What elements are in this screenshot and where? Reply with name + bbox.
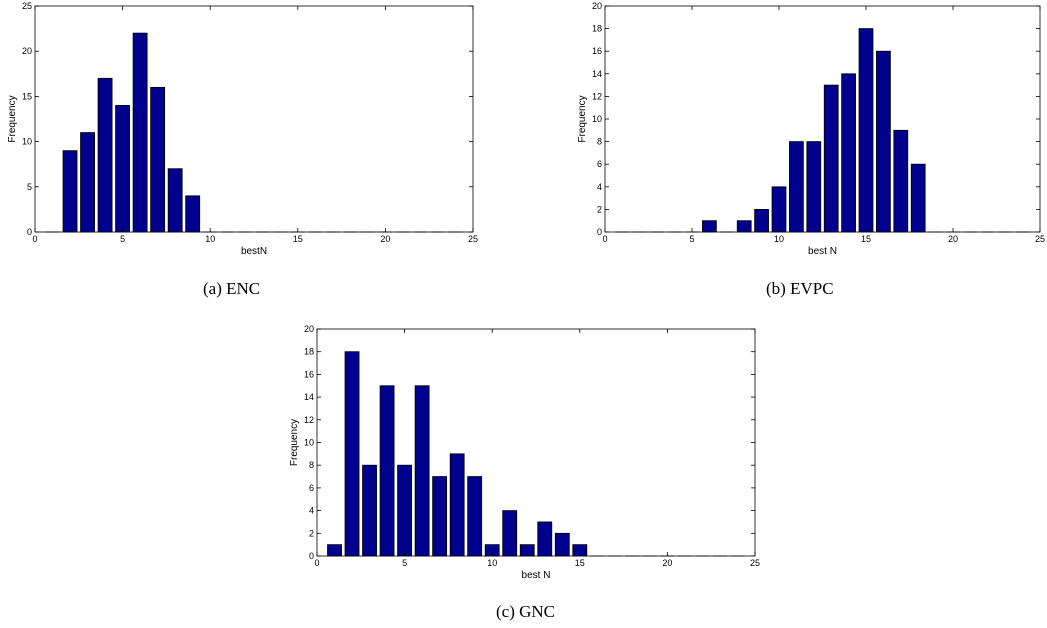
enc-bar <box>115 105 131 233</box>
evpc-bar <box>736 220 752 233</box>
gnc-y-tick-label: 0 <box>309 551 314 561</box>
evpc-y-tick-label: 4 <box>597 182 602 192</box>
gnc-x-axis-label: best N <box>522 570 551 581</box>
enc-bar <box>97 77 113 233</box>
evpc-bar <box>876 50 891 233</box>
enc-y-tick-label: 20 <box>22 46 32 56</box>
caption-enc: (a) ENC <box>203 279 261 298</box>
gnc-bar <box>414 385 430 557</box>
enc-y-tick-label: 15 <box>22 91 32 101</box>
gnc-y-tick-label: 6 <box>309 483 314 493</box>
evpc-y-tick-label: 18 <box>592 24 602 34</box>
evpc-y-tick-label: 0 <box>597 227 602 237</box>
evpc-x-axis-label: best N <box>808 246 837 257</box>
evpc-y-tick-label: 12 <box>592 91 602 101</box>
evpc-y-tick-label: 2 <box>597 204 602 214</box>
gnc-y-axis-label: Frequency <box>289 419 300 466</box>
enc-y-tick-label: 10 <box>22 137 32 147</box>
gnc-y-tick-label: 4 <box>309 506 314 516</box>
gnc-y-tick-label: 20 <box>304 324 314 334</box>
evpc-bar <box>858 28 874 233</box>
enc-x-axis-label: bestN <box>241 246 267 257</box>
evpc-x-tick-label: 10 <box>774 234 784 244</box>
histogram-evpc: 0 5 10 15 20 25 0 2 4 6 8 10 12 14 16 18 20 best N Frequen… <box>565 0 1047 257</box>
histogram-evpc-plot: 0 5 10 15 20 25 0 2 4 6 8 10 12 14 16 18 20 best N Frequen… <box>577 1 1045 257</box>
histogram-enc: 0 5 10 15 20 25 0 5 10 15 20 25 bestN Frequency <box>0 0 490 257</box>
evpc-y-tick-label: 16 <box>592 46 602 56</box>
gnc-y-tick-label: 12 <box>304 415 314 425</box>
gnc-bar <box>432 476 448 557</box>
enc-bar <box>132 32 148 233</box>
gnc-bar <box>467 476 483 557</box>
enc-x-tick-label: 10 <box>205 234 215 244</box>
evpc-bar <box>893 129 909 233</box>
evpc-x-tick-label: 20 <box>948 234 958 244</box>
enc-bar <box>150 86 166 233</box>
gnc-x-tick-label: 10 <box>487 558 497 568</box>
enc-x-tick-label: 15 <box>293 234 303 244</box>
evpc-y-tick-label: 10 <box>592 114 602 124</box>
enc-x-tick-label: 5 <box>120 234 125 244</box>
enc-y-axis-label: Frequency <box>7 95 18 142</box>
gnc-x-tick-label: 25 <box>750 558 760 568</box>
enc-y-tick-label: 25 <box>22 1 32 11</box>
evpc-bar <box>754 208 769 233</box>
evpc-bar <box>823 84 839 233</box>
evpc-bar <box>702 220 717 233</box>
gnc-x-tick-label: 20 <box>662 558 672 568</box>
evpc-x-tick-label: 5 <box>689 234 694 244</box>
evpc-bar <box>910 163 926 233</box>
evpc-x-tick-label: 15 <box>861 234 871 244</box>
gnc-bar <box>449 453 465 557</box>
gnc-bar <box>327 544 342 557</box>
enc-x-tick-label: 20 <box>380 234 390 244</box>
evpc-bar <box>806 141 822 233</box>
histogram-gnc: 0 5 10 15 20 25 0 2 4 6 8 10 12 14 16 18 20 best N Frequen… <box>283 323 765 581</box>
gnc-bar <box>502 510 518 557</box>
caption-evpc: (b) EVPC <box>766 279 834 298</box>
evpc-bar <box>789 141 804 233</box>
evpc-axes-box <box>604 5 1041 233</box>
gnc-bar <box>397 464 413 557</box>
evpc-x-tick-label: 25 <box>1035 234 1045 244</box>
gnc-y-tick-label: 16 <box>304 369 314 379</box>
evpc-y-axis-label: Frequency <box>577 95 588 142</box>
gnc-bar <box>554 532 570 557</box>
evpc-y-tick-label: 8 <box>597 137 602 147</box>
enc-bar <box>167 168 183 233</box>
gnc-bar <box>344 351 360 557</box>
gnc-y-tick-label: 8 <box>309 460 314 470</box>
enc-y-tick-label: 0 <box>27 227 32 237</box>
evpc-x-tick-label: 0 <box>602 234 607 244</box>
gnc-y-tick-label: 14 <box>304 392 314 402</box>
histogram-enc-plot: 0 5 10 15 20 25 0 5 10 15 20 25 bestN Frequency <box>7 1 478 257</box>
enc-y-tick-label: 5 <box>27 182 32 192</box>
evpc-bar <box>841 73 856 233</box>
gnc-bar <box>537 521 553 557</box>
enc-x-tick-label: 25 <box>468 234 478 244</box>
evpc-bar <box>771 186 787 233</box>
enc-bar <box>62 150 78 233</box>
enc-bar <box>80 132 95 233</box>
gnc-y-tick-label: 10 <box>304 438 314 448</box>
evpc-y-tick-label: 20 <box>592 1 602 11</box>
gnc-y-tick-label: 2 <box>309 528 314 538</box>
gnc-y-tick-label: 18 <box>304 347 314 357</box>
enc-bar <box>185 195 201 233</box>
gnc-bar <box>519 544 535 557</box>
histogram-gnc-plot: 0 5 10 15 20 25 0 2 4 6 8 10 12 14 16 18 20 best N Frequen… <box>289 324 760 581</box>
gnc-x-tick-label: 0 <box>314 558 319 568</box>
gnc-bar <box>362 464 377 557</box>
gnc-bar <box>379 385 395 557</box>
caption-gnc: (c) GNC <box>496 602 556 621</box>
evpc-y-tick-label: 14 <box>592 69 602 79</box>
enc-x-tick-label: 0 <box>32 234 37 244</box>
gnc-x-tick-label: 5 <box>402 558 407 568</box>
evpc-y-tick-label: 6 <box>597 159 602 169</box>
gnc-x-tick-label: 15 <box>575 558 585 568</box>
